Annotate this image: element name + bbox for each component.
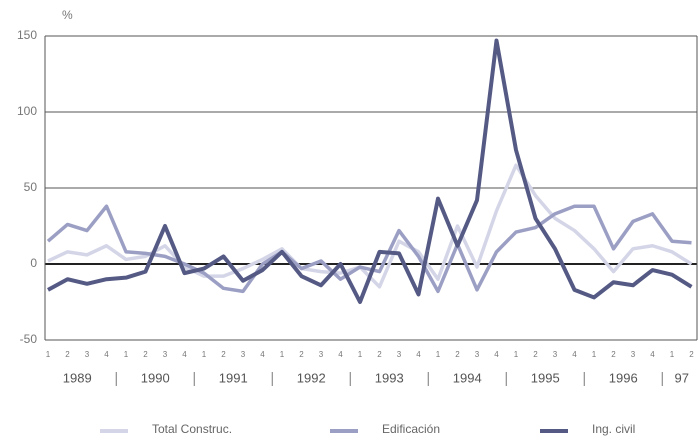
x-tick-label: 2 [689, 350, 694, 359]
y-unit: % [62, 8, 73, 22]
x-tick-label: 4 [182, 350, 187, 359]
x-tick-label: 2 [143, 350, 148, 359]
x-tick-label: 1 [592, 350, 597, 359]
x-tick-label: 4 [416, 350, 421, 359]
x-tick-label: 3 [241, 350, 246, 359]
x-tick-label: 1 [46, 350, 51, 359]
x-tick-label: 4 [572, 350, 577, 359]
x-tick-label: 4 [260, 350, 265, 359]
year-label: 1993 [375, 370, 404, 385]
year-label: 1995 [531, 370, 560, 385]
y-tick-label: 100 [17, 104, 37, 118]
year-label: 1994 [453, 370, 482, 385]
x-tick-label: 2 [455, 350, 460, 359]
series-line [46, 204, 692, 294]
x-tick-label: 1 [514, 350, 519, 359]
year-label: 1989 [63, 370, 92, 385]
x-tick-label: 2 [221, 350, 226, 359]
year-label: 1992 [297, 370, 326, 385]
legend-label: Total Construc. [152, 422, 232, 436]
x-tick-label: 1 [124, 350, 129, 359]
x-tick-label: 1 [280, 350, 285, 359]
x-tick-label: 3 [85, 350, 90, 359]
x-tick-label: 3 [397, 350, 402, 359]
x-tick-label: 2 [533, 350, 538, 359]
x-tick-label: 3 [163, 350, 168, 359]
x-tick-label: 4 [338, 350, 343, 359]
series-line [47, 38, 693, 304]
x-tick-label: 3 [553, 350, 558, 359]
year-label: 97 [675, 370, 689, 385]
legend-label: Ing. civil [592, 422, 635, 436]
x-tick-label: 1 [670, 350, 675, 359]
x-tick-label: 2 [611, 350, 616, 359]
legend-label: Edificación [382, 422, 440, 436]
x-tick-label: 3 [475, 350, 480, 359]
y-tick-label: 50 [24, 180, 38, 194]
x-tick-label: 2 [377, 350, 382, 359]
y-tick-label: -50 [20, 332, 38, 346]
x-tick-label: 4 [494, 350, 499, 359]
y-tick-label: 150 [17, 28, 37, 42]
x-tick-label: 4 [104, 350, 109, 359]
year-label: 1996 [609, 370, 638, 385]
x-tick-label: 1 [358, 350, 363, 359]
x-tick-label: 4 [650, 350, 655, 359]
x-tick-label: 3 [319, 350, 324, 359]
x-tick-label: 2 [65, 350, 70, 359]
year-label: 1991 [219, 370, 248, 385]
x-tick-label: 3 [631, 350, 636, 359]
x-tick-label: 1 [202, 350, 207, 359]
y-tick-label: 0 [30, 256, 37, 270]
year-label: 1990 [141, 370, 170, 385]
x-tick-label: 1 [436, 350, 441, 359]
x-tick-label: 2 [299, 350, 304, 359]
